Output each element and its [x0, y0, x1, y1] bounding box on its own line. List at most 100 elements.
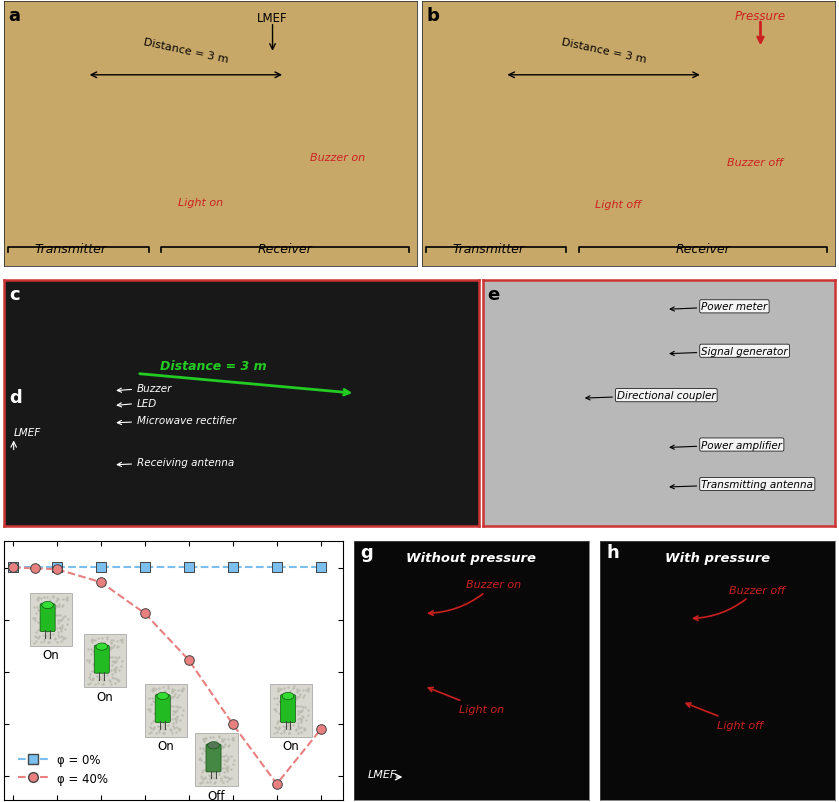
Point	[8, 779, 21, 792]
Point	[7, 739, 20, 751]
Point	[50, 563, 64, 576]
Point	[7, 743, 20, 756]
Point	[8, 781, 21, 794]
Point	[7, 753, 20, 766]
Point	[7, 753, 20, 766]
Point	[7, 766, 20, 779]
Point	[7, 765, 20, 778]
Point	[8, 771, 21, 784]
Point	[8, 776, 21, 788]
Point	[7, 768, 20, 781]
Point	[7, 738, 20, 751]
Text: LMEF: LMEF	[13, 427, 41, 438]
Point	[7, 740, 20, 753]
Point	[7, 759, 20, 772]
Point	[8, 767, 21, 780]
Point	[8, 772, 21, 785]
Point	[8, 794, 21, 802]
Point	[8, 793, 21, 802]
Point	[8, 778, 21, 791]
Point	[7, 740, 20, 753]
Point	[8, 788, 21, 801]
Point	[8, 783, 21, 796]
Point	[8, 776, 21, 789]
Point	[10, 800, 23, 802]
Point	[7, 765, 20, 778]
Point	[7, 743, 20, 756]
Point	[7, 740, 20, 753]
Point	[8, 781, 21, 794]
Point	[10, 800, 23, 802]
Point	[7, 751, 20, 764]
FancyBboxPatch shape	[144, 683, 187, 737]
Point	[7, 750, 20, 763]
Point	[7, 747, 20, 760]
Point	[7, 759, 20, 772]
Point	[8, 792, 21, 802]
Point	[7, 755, 20, 768]
FancyBboxPatch shape	[29, 593, 72, 646]
Text: On: On	[283, 739, 300, 752]
Point	[10, 801, 23, 802]
Point	[7, 757, 20, 770]
Point	[8, 782, 21, 795]
Point	[6, 561, 19, 574]
Point	[10, 798, 23, 802]
Point	[8, 793, 21, 802]
Point	[8, 796, 21, 802]
Point	[7, 759, 20, 772]
Point	[7, 752, 20, 765]
FancyBboxPatch shape	[270, 683, 312, 737]
FancyBboxPatch shape	[94, 646, 109, 674]
Point	[8, 800, 22, 802]
Point	[8, 787, 21, 800]
Point	[8, 793, 21, 802]
Point	[7, 766, 20, 779]
Text: b: b	[426, 7, 439, 25]
Text: Light on: Light on	[429, 687, 504, 715]
Point	[7, 764, 20, 776]
Point	[8, 784, 21, 796]
Point	[29, 562, 42, 575]
Point	[8, 768, 21, 781]
Text: LMEF: LMEF	[258, 12, 288, 25]
Text: LMEF: LMEF	[367, 769, 397, 779]
Point	[7, 745, 20, 758]
Point	[8, 792, 21, 802]
Point	[7, 750, 20, 763]
Point	[8, 778, 21, 791]
Point	[7, 762, 20, 775]
Point	[7, 764, 20, 777]
Point	[7, 740, 20, 753]
Point	[7, 761, 20, 774]
Point	[8, 796, 21, 802]
Text: Transmitter: Transmitter	[34, 243, 107, 256]
Point	[8, 767, 21, 780]
Text: a: a	[8, 7, 20, 25]
Text: Without pressure: Without pressure	[406, 551, 536, 565]
Point	[8, 786, 21, 799]
Point	[8, 772, 21, 785]
Point	[7, 739, 20, 751]
Point	[8, 796, 21, 802]
Point	[8, 767, 21, 780]
Point	[7, 746, 20, 759]
Point	[7, 738, 20, 751]
Point	[7, 766, 20, 779]
FancyBboxPatch shape	[84, 634, 126, 687]
Point	[7, 768, 20, 781]
Text: Transmitter: Transmitter	[452, 243, 524, 256]
Point	[8, 781, 21, 794]
Legend: φ = 0%, φ = 40%: φ = 0%, φ = 40%	[13, 748, 113, 789]
Point	[7, 765, 20, 778]
Ellipse shape	[282, 692, 294, 699]
Point	[8, 792, 21, 802]
Ellipse shape	[157, 692, 169, 699]
Point	[94, 576, 107, 589]
Point	[8, 772, 21, 784]
Point	[8, 774, 21, 787]
Point	[8, 788, 21, 800]
Point	[7, 746, 20, 759]
Point	[7, 760, 20, 773]
Point	[8, 768, 21, 780]
